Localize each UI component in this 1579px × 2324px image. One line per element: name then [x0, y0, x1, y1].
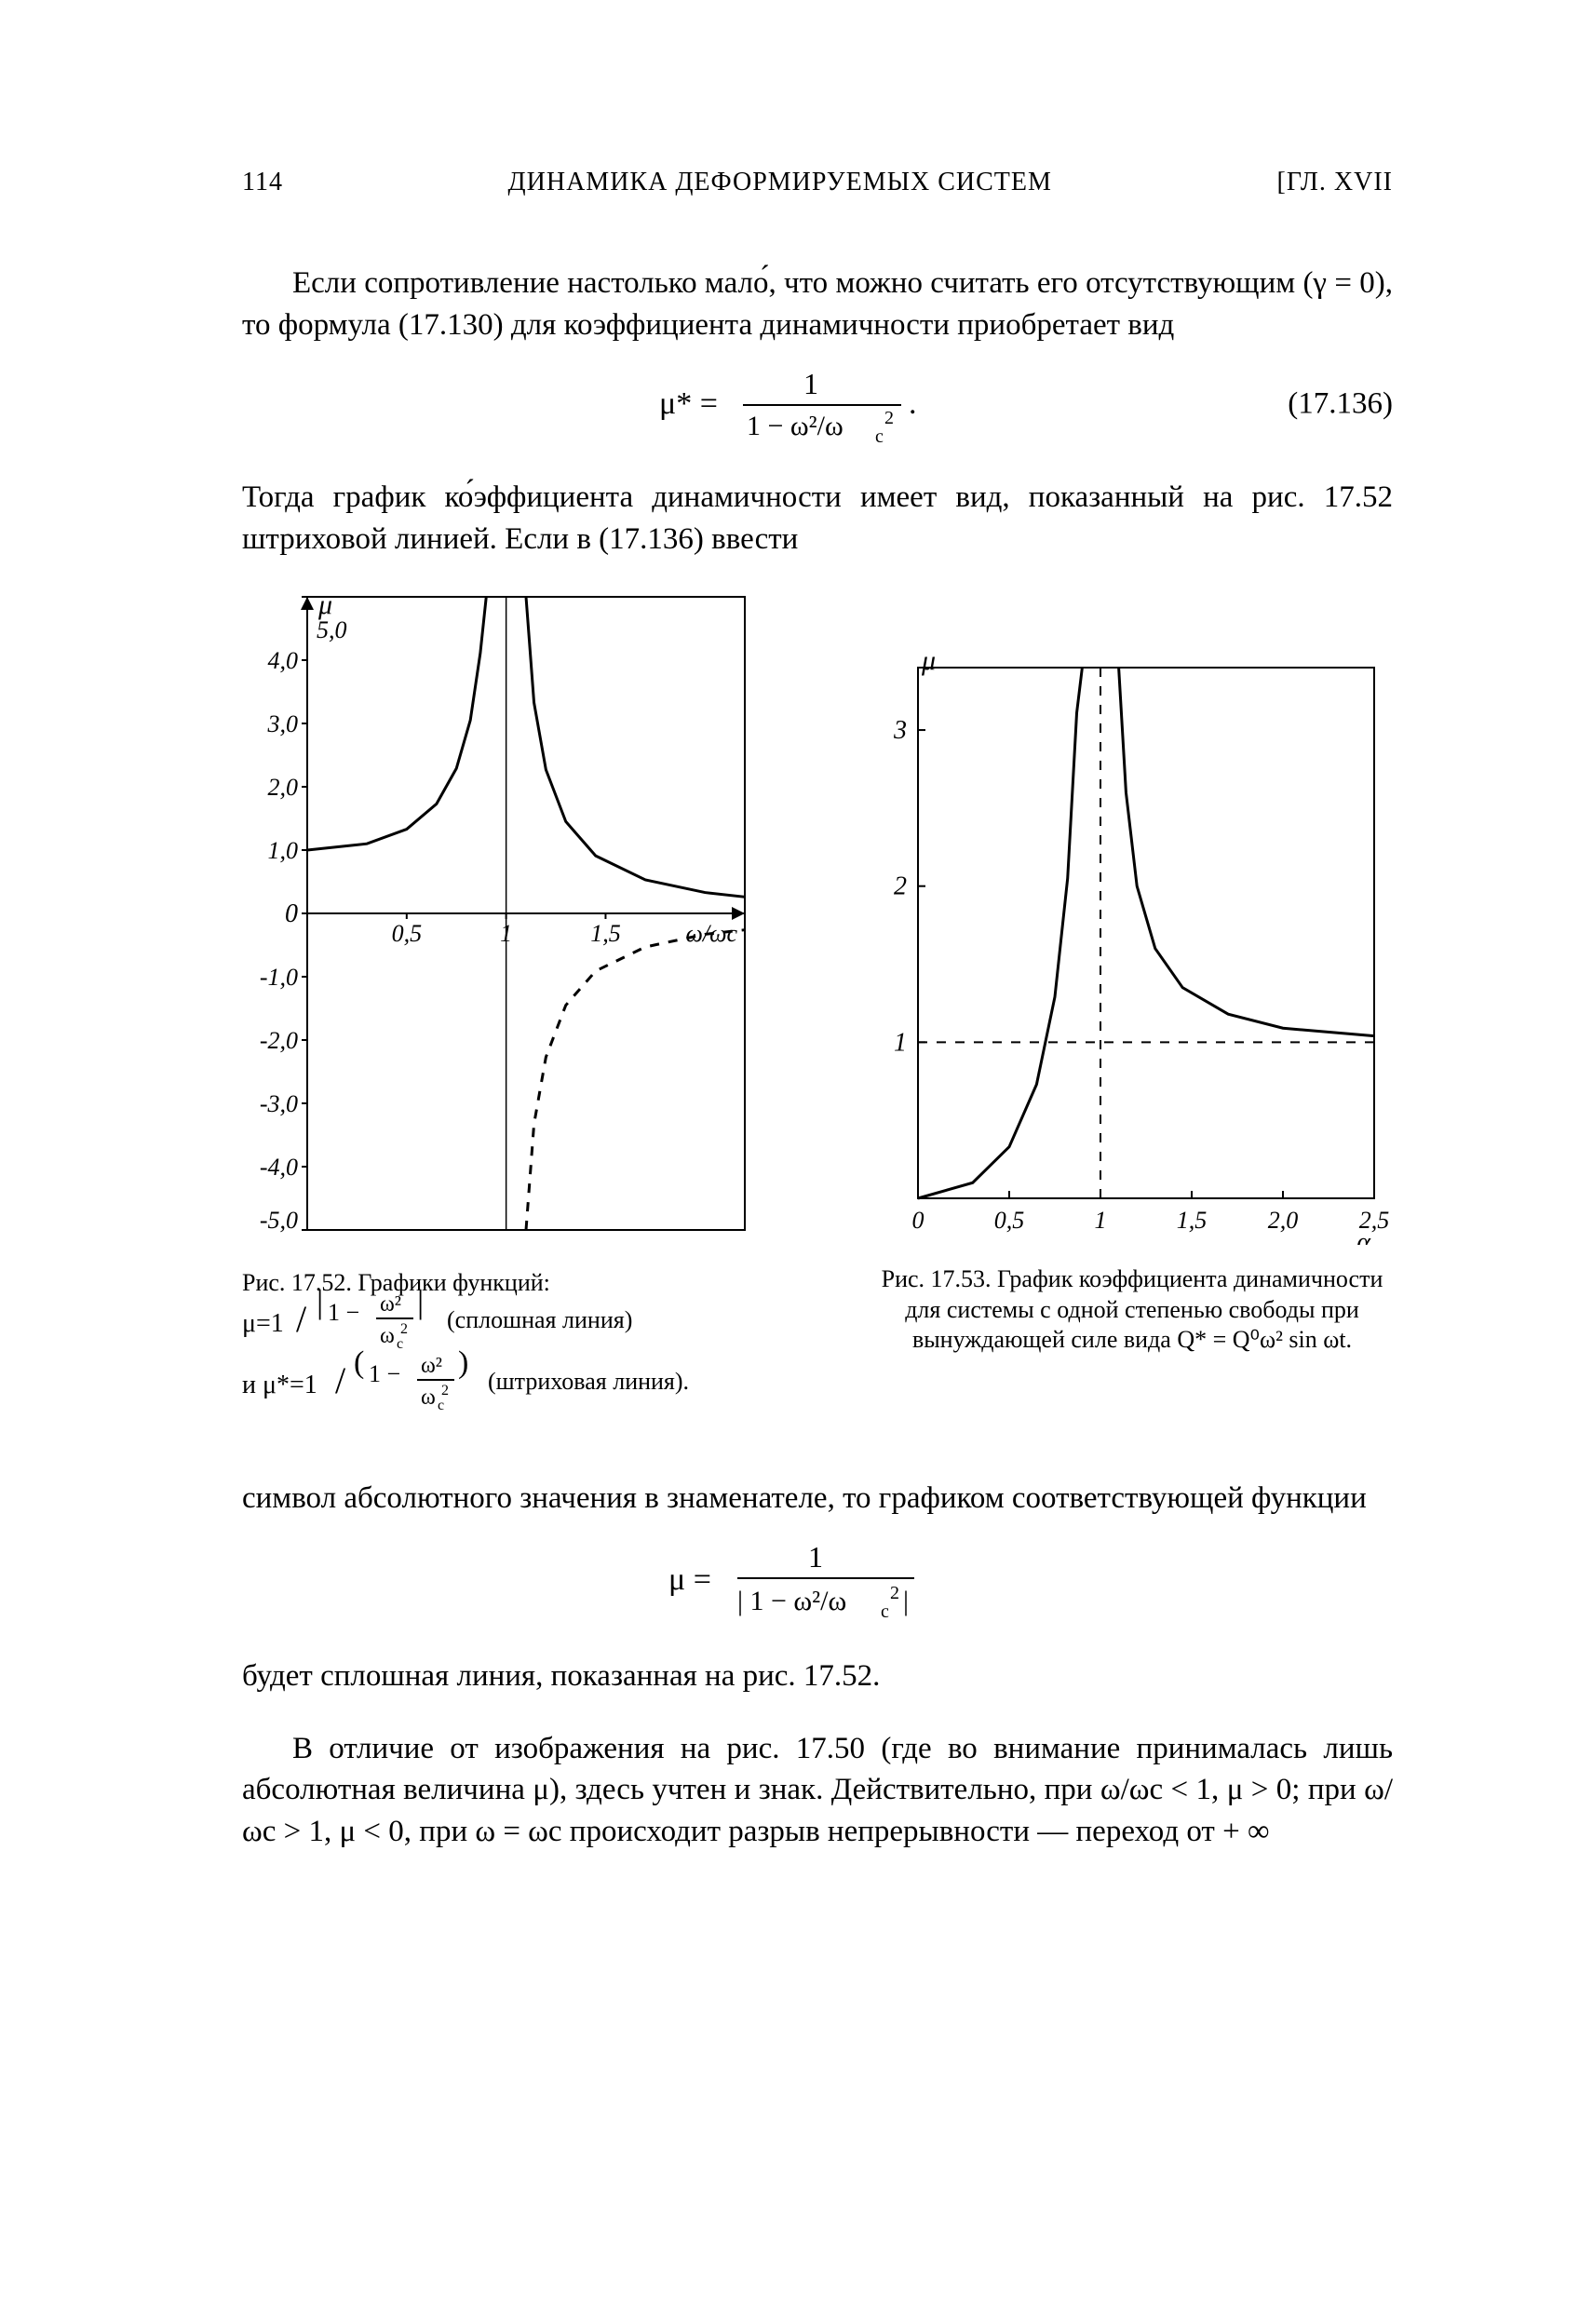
- svg-text:и μ*=1: и μ*=1: [242, 1371, 317, 1399]
- svg-text:ω²: ω²: [380, 1292, 401, 1317]
- svg-text:2: 2: [441, 1383, 449, 1398]
- svg-text:ω²: ω²: [421, 1354, 442, 1378]
- svg-text:-2,0: -2,0: [260, 1027, 298, 1054]
- svg-text:2,0: 2,0: [1268, 1207, 1299, 1234]
- figure-17-53: 123μ00,511,52,02,5α Рис. 17.53. График к…: [871, 649, 1393, 1356]
- svg-text:.: .: [909, 386, 917, 421]
- svg-text:1 −: 1 −: [369, 1360, 400, 1387]
- figure-17-53-plot: 123μ00,511,52,02,5α: [871, 649, 1393, 1245]
- figure-17-52-caption-svg: Рис. 17.52. Графики функций: μ=1 / | 1 −…: [242, 1268, 763, 1426]
- svg-text:2,0: 2,0: [268, 774, 299, 801]
- running-header: 114 ДИНАМИКА ДЕФОРМИРУЕМЫХ СИСТЕМ [ГЛ. X…: [242, 168, 1393, 197]
- paragraph-5: В отличие от изображения на рис. 17.50 (…: [242, 1728, 1393, 1853]
- svg-text:(штриховая линия).: (штриховая линия).: [488, 1368, 689, 1395]
- svg-text:/: /: [296, 1298, 307, 1340]
- figure-17-52-caption: Рис. 17.52. Графики функций: μ=1 / | 1 −…: [242, 1268, 763, 1435]
- svg-text:1: 1: [803, 367, 818, 400]
- svg-text:3,0: 3,0: [267, 710, 299, 737]
- svg-text:| 1 − ω²/ω: | 1 − ω²/ω: [737, 1586, 846, 1616]
- equation-17-136-svg: μ* = 1 1 − ω²/ω c 2 .: [659, 362, 976, 446]
- svg-text:1: 1: [894, 1029, 907, 1058]
- svg-text:ω: ω: [380, 1324, 395, 1348]
- equation-number: (17.136): [1288, 387, 1393, 422]
- equation-mu-abs-svg: μ = 1 | 1 − ω²/ω c 2 |: [668, 1535, 966, 1625]
- figure-17-52: -4,0-3,0-2,0-1,001,02,03,04,0μ5,0-5,00,5…: [242, 578, 763, 1435]
- svg-text:2: 2: [400, 1321, 408, 1337]
- equation-17-136: μ* = 1 1 − ω²/ω c 2 . (17.136): [242, 362, 1393, 446]
- svg-text:(сплошная линия): (сплошная линия): [447, 1306, 632, 1333]
- svg-text:1,0: 1,0: [268, 837, 299, 864]
- running-head-title: ДИНАМИКА ДЕФОРМИРУЕМЫХ СИСТЕМ: [283, 168, 1277, 197]
- svg-text:c: c: [397, 1336, 403, 1352]
- chapter-mark: [ГЛ. XVII: [1277, 168, 1394, 197]
- svg-text:μ =: μ =: [668, 1562, 711, 1597]
- figure-17-52-plot: -4,0-3,0-2,0-1,001,02,03,04,0μ5,0-5,00,5…: [242, 578, 763, 1249]
- svg-text:|: |: [417, 1283, 424, 1320]
- paragraph-2: Тогда график ко́эффициента динамичности …: [242, 477, 1393, 560]
- page-number: 114: [242, 168, 283, 197]
- svg-text:1,5: 1,5: [590, 920, 621, 947]
- svg-text:-4,0: -4,0: [260, 1154, 298, 1181]
- svg-text:-1,0: -1,0: [260, 964, 298, 991]
- svg-text:-3,0: -3,0: [260, 1090, 298, 1117]
- svg-text:4,0: 4,0: [268, 647, 299, 674]
- paragraph-1: Если сопротивление настолько мало́, что …: [242, 263, 1393, 345]
- svg-text:): ): [458, 1345, 468, 1380]
- svg-text:α: α: [1356, 1228, 1371, 1245]
- svg-text:1,5: 1,5: [1177, 1207, 1208, 1234]
- svg-text:-5,0: -5,0: [260, 1207, 298, 1234]
- svg-text:2: 2: [884, 408, 894, 428]
- svg-text:c: c: [881, 1601, 889, 1622]
- svg-text:/: /: [335, 1359, 346, 1401]
- svg-text:|: |: [317, 1283, 323, 1320]
- svg-text:μ* =: μ* =: [659, 386, 718, 421]
- svg-text:3: 3: [893, 716, 907, 745]
- svg-text:μ: μ: [921, 649, 936, 676]
- paragraph-3: символ абсолютного значения в знаменател…: [242, 1478, 1393, 1520]
- svg-text:c: c: [875, 426, 884, 446]
- svg-text:0: 0: [912, 1207, 924, 1234]
- svg-text:0,5: 0,5: [392, 920, 423, 947]
- svg-text:1: 1: [808, 1540, 823, 1574]
- svg-text:1 −: 1 −: [328, 1299, 359, 1326]
- svg-text:1: 1: [1095, 1207, 1107, 1234]
- svg-text:|: |: [903, 1586, 909, 1616]
- paragraph-4: будет сплошная линия, показанная на рис.…: [242, 1655, 1393, 1697]
- svg-text:0: 0: [285, 899, 298, 928]
- svg-text:5,0: 5,0: [317, 616, 347, 643]
- svg-text:0,5: 0,5: [994, 1207, 1025, 1234]
- svg-text:2: 2: [894, 872, 907, 901]
- figure-17-53-caption: Рис. 17.53. График коэффициента динамичн…: [871, 1264, 1393, 1356]
- svg-text:1 − ω²/ω: 1 − ω²/ω: [747, 411, 843, 441]
- svg-text:c: c: [438, 1398, 444, 1413]
- svg-text:ω: ω: [421, 1385, 436, 1410]
- svg-text:(: (: [354, 1345, 364, 1380]
- svg-text:μ=1: μ=1: [242, 1309, 284, 1338]
- equation-mu-abs: μ = 1 | 1 − ω²/ω c 2 |: [242, 1535, 1393, 1625]
- svg-text:2: 2: [890, 1583, 899, 1603]
